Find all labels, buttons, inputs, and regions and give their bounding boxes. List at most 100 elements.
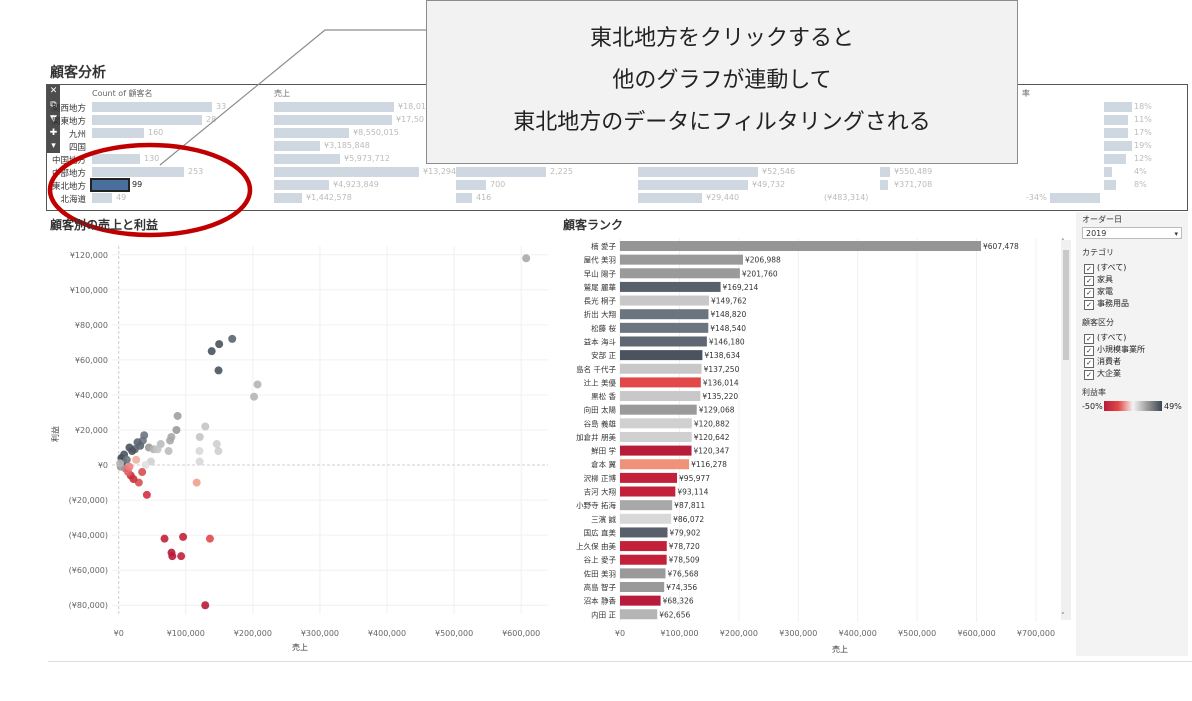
profit-rate-max: 49% [1164, 402, 1182, 411]
checkbox-icon[interactable]: ✓ [1084, 358, 1094, 368]
category-option[interactable]: ✓ 家具 [1084, 274, 1113, 286]
region-label: 北海道 [60, 195, 86, 205]
export-icon[interactable]: ⧉ [50, 100, 57, 110]
checkbox-icon[interactable]: ✓ [1084, 334, 1094, 344]
customer-name-label: 楠 愛子 [591, 241, 616, 251]
sales-bar[interactable] [274, 180, 329, 190]
category-option[interactable]: ✓ (すべて) [1084, 262, 1126, 274]
chevron-down-icon[interactable]: ▾ [1174, 230, 1178, 238]
rate-bar[interactable] [1104, 102, 1132, 112]
checkbox-icon[interactable]: ✓ [1084, 276, 1094, 286]
customer-name-label: 沼本 静香 [584, 596, 617, 606]
quantity-value: 700 [490, 180, 506, 189]
scatter-point [142, 490, 151, 499]
category-option[interactable]: ✓ 家電 [1084, 286, 1113, 298]
scatter-point [201, 422, 210, 431]
rate-bar[interactable] [1104, 128, 1128, 138]
customer-sales-bar [620, 281, 721, 292]
quantity-bar[interactable] [456, 167, 546, 177]
customer-name-label: 上久保 由美 [576, 541, 616, 551]
sales-bar[interactable] [274, 115, 392, 125]
rate-bar[interactable] [1104, 154, 1126, 164]
customer-sales-value: ¥68,326 [663, 597, 694, 606]
segment-label: 顧客区分 [1082, 318, 1114, 327]
segment-option[interactable]: ✓ 消費者 [1084, 356, 1121, 368]
count-bar[interactable] [92, 193, 112, 203]
order-date-dropdown[interactable]: 2019 ▾ [1082, 227, 1182, 239]
region-row[interactable]: 関西地方 33 ¥18,01 18% [52, 101, 1180, 114]
scrollbar-thumb[interactable] [1063, 250, 1069, 360]
rate-bar[interactable] [1050, 193, 1100, 203]
region-row[interactable]: 東北地方 99 ¥4,923,849 700 ¥49,732 ¥371,708 8% [52, 178, 1180, 192]
segment-option[interactable]: ✓ 大企業 [1084, 368, 1121, 380]
customer-sales-bar [620, 404, 697, 415]
segment-option-label: (すべて) [1097, 333, 1127, 342]
y-tick-label: ¥60,000 [75, 356, 108, 365]
rate-value: 19% [1134, 141, 1152, 150]
rate-bar[interactable] [1104, 115, 1128, 125]
sales-bar[interactable] [274, 102, 394, 112]
rate-bar[interactable] [1104, 167, 1112, 177]
count-bar[interactable] [90, 178, 130, 192]
scroll-down-icon[interactable]: ˅ [1061, 612, 1065, 620]
sales-bar[interactable] [274, 154, 340, 164]
scatter-point [153, 445, 162, 454]
customer-name-label: 高島 智子 [584, 582, 617, 592]
close-icon[interactable]: ✕ [49, 86, 58, 96]
segment-option[interactable]: ✓ (すべて) [1084, 332, 1126, 344]
profit-bar[interactable] [880, 180, 888, 190]
checkbox-icon[interactable]: ✓ [1084, 346, 1094, 356]
scatter-point [133, 438, 142, 447]
y-tick-label: ¥80,000 [75, 321, 108, 330]
quantity-bar[interactable] [456, 193, 472, 203]
count-bar[interactable] [92, 102, 212, 112]
rate-bar[interactable] [1104, 180, 1116, 190]
discount-bar[interactable] [638, 193, 702, 203]
count-bar[interactable] [92, 154, 140, 164]
sales-bar[interactable] [274, 141, 320, 151]
sales-bar[interactable] [274, 128, 349, 138]
checkbox-icon[interactable]: ✓ [1084, 264, 1094, 274]
region-label: 中部地方 [51, 169, 86, 179]
filter-icon[interactable]: ▼ [50, 114, 57, 124]
region-row[interactable]: 四国 ¥3,185,848 19% [60, 140, 1180, 153]
customer-sales-value: ¥137,250 [704, 365, 740, 374]
quantity-bar[interactable] [456, 180, 486, 190]
scatter-chart[interactable]: ¥0 ¥100,000 ¥200,000 ¥300,000 ¥400,000 ¥500,0… [48, 234, 558, 658]
count-value: 49 [116, 193, 127, 202]
scroll-up-icon[interactable]: ˄ [1061, 238, 1065, 246]
checkbox-icon[interactable]: ✓ [1084, 288, 1094, 298]
count-bar[interactable] [92, 167, 184, 177]
region-row[interactable]: 北海道 49 ¥1,442,578 416 ¥29,440 (¥483,314) -34% [60, 192, 1180, 205]
customer-sales-bar [620, 486, 676, 497]
sales-value: ¥5,973,712 [344, 154, 390, 163]
region-row[interactable]: 中部地方 253 ¥13,294,036 2,225 ¥52,546 ¥550,489 4% [52, 166, 1180, 179]
rate-value: -34% [1026, 193, 1047, 202]
customer-name-label: 辻上 美優 [584, 377, 617, 387]
region-row[interactable]: 関東地方 28 ¥17,50 11% [52, 114, 1180, 127]
rank-scrollbar[interactable]: ˄ ˅ [1061, 238, 1071, 620]
region-row[interactable]: 九州 160 ¥8,550,015 17% [60, 127, 1180, 140]
count-bar[interactable] [92, 128, 144, 138]
category-option[interactable]: ✓ 事務用品 [1084, 298, 1129, 310]
pin-icon[interactable]: ✚ [49, 128, 58, 138]
rate-bar[interactable] [1104, 141, 1132, 151]
customer-sales-value: ¥78,720 [669, 542, 700, 551]
segment-option[interactable]: ✓ 小規模事業所 [1084, 344, 1145, 356]
checkbox-icon[interactable]: ✓ [1084, 370, 1094, 380]
customer-sales-value: ¥148,820 [710, 310, 746, 319]
sales-bar[interactable] [274, 167, 419, 177]
rank-chart[interactable]: ¥0 ¥100,000 ¥200,000 ¥300,000 ¥400,000 ¥500,0… [558, 234, 1058, 658]
count-bar[interactable] [92, 115, 202, 125]
x-tick-label: ¥100,000 [167, 629, 205, 638]
discount-bar[interactable] [638, 167, 758, 177]
checkbox-icon[interactable]: ✓ [1084, 300, 1094, 310]
customer-sales-bar [620, 363, 702, 374]
more-options-icon[interactable]: ▾ [51, 141, 56, 151]
discount-bar[interactable] [638, 180, 748, 190]
sales-bar[interactable] [274, 193, 302, 203]
profit-bar[interactable] [880, 167, 890, 177]
x-axis-label: 売上 [832, 644, 848, 654]
customer-name-label: 谷島 義雄 [584, 418, 617, 428]
customer-sales-bar [620, 472, 678, 483]
